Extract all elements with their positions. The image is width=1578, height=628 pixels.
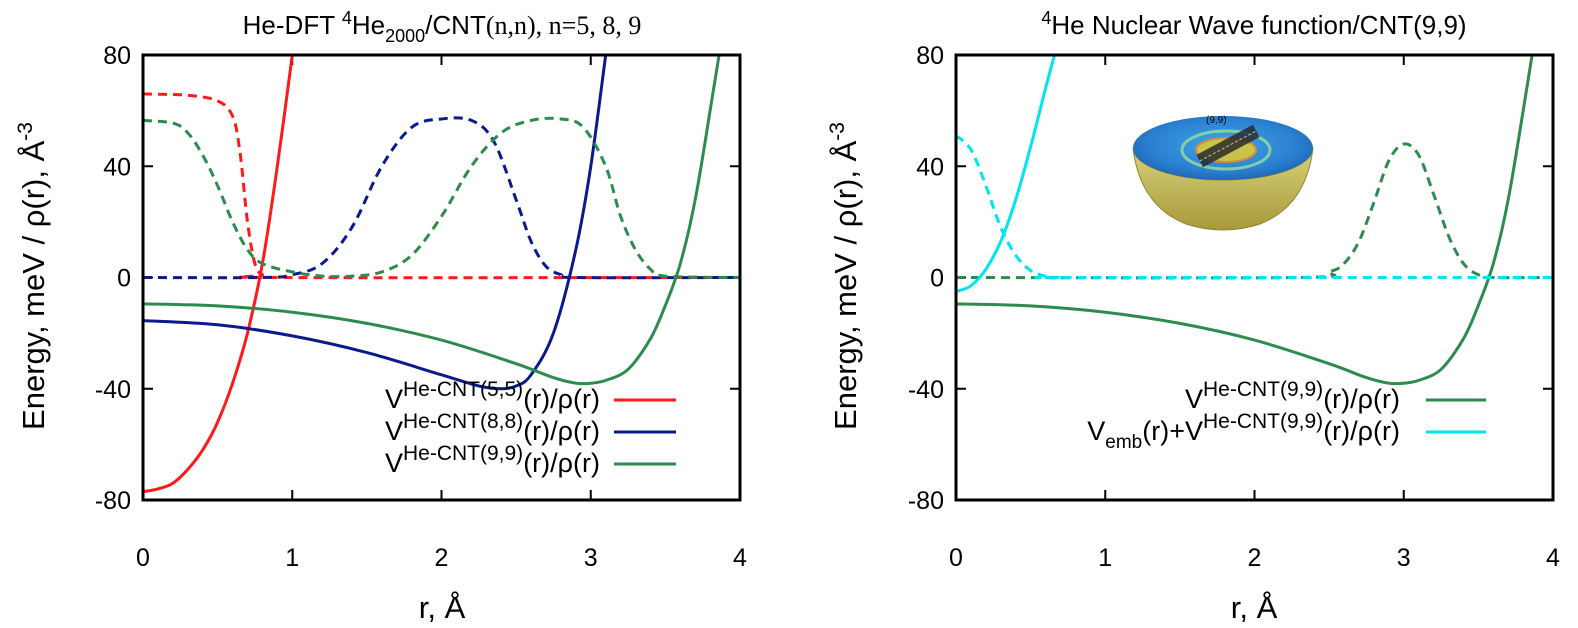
series-green-potential-line xyxy=(956,55,1534,386)
inset-nanotube xyxy=(1196,124,1260,168)
left-plot-frame xyxy=(141,53,742,502)
right-x-tick-labels: 0 1 2 3 4 xyxy=(949,55,1560,572)
right-plot-frame xyxy=(954,53,1555,502)
y-tick-label: -80 xyxy=(908,487,944,515)
legend-entry-label: VHe-CNT(9,9)(r)/ρ(r) xyxy=(1185,378,1400,414)
series-cyan-potential-line xyxy=(956,55,1056,293)
right-chart-panel: 4He Nuclear Wave function/CNT(9,9) Energ… xyxy=(826,8,1560,625)
x-tick-label: 0 xyxy=(949,544,963,572)
y-tick-label: 40 xyxy=(103,153,131,181)
x-tick-label: 3 xyxy=(584,544,598,572)
inset-density-ring xyxy=(1180,129,1272,171)
x-tick-label: 3 xyxy=(1397,544,1411,572)
y-tick-label: 80 xyxy=(103,42,131,70)
right-y-axis-label: Energy, meV / ρ(r), Å-3 xyxy=(826,122,863,430)
x-tick-label: 4 xyxy=(1546,544,1560,572)
series-green-density-line xyxy=(143,116,740,279)
y-tick-label: 0 xyxy=(930,265,944,293)
series-navy-potential-line xyxy=(143,55,608,391)
legend-entry-label: Vemb(r)+VHe-CNT(9,9)(r)/ρ(r) xyxy=(1087,410,1400,453)
x-tick-label: 0 xyxy=(136,544,150,572)
legend-entry-label: VHe-CNT(9,9)(r)/ρ(r) xyxy=(385,442,600,478)
y-tick-label: -40 xyxy=(908,376,944,404)
series-cyan-density-line xyxy=(956,134,1553,280)
right-x-axis-label: r, Å xyxy=(1231,590,1278,625)
y-tick-label: 40 xyxy=(916,153,944,181)
series-green-density-line xyxy=(956,142,1553,280)
x-tick-label: 1 xyxy=(1098,544,1112,572)
y-tick-label: 80 xyxy=(916,42,944,70)
x-tick-label: 2 xyxy=(1248,544,1262,572)
legend-entry-label: VHe-CNT(5,5)(r)/ρ(r) xyxy=(385,378,600,414)
y-tick-label: -40 xyxy=(95,376,131,404)
x-tick-label: 4 xyxy=(733,544,747,572)
left-legend: VHe-CNT(5,5)(r)/ρ(r)VHe-CNT(8,8)(r)/ρ(r)… xyxy=(385,378,676,478)
left-y-axis-label: Energy, meV / ρ(r), Å-3 xyxy=(14,122,51,430)
right-series-lines xyxy=(956,55,1553,386)
series-red-density-line xyxy=(143,92,740,280)
x-tick-label: 2 xyxy=(435,544,449,572)
right-y-tick-labels: 80 40 0 -40 -80 xyxy=(908,42,1553,515)
inset-label: (9,9) xyxy=(1206,115,1227,126)
left-chart-panel: He-DFT 4He2000/CNT(n,n), n=5, 8, 9 Energ… xyxy=(14,8,747,625)
inset-nanotube-lattice xyxy=(1199,130,1257,162)
left-series-lines xyxy=(143,55,740,494)
series-navy-density-line xyxy=(143,116,740,280)
legend-entry-label: VHe-CNT(8,8)(r)/ρ(r) xyxy=(385,410,600,446)
series-red-potential-line xyxy=(143,55,294,494)
right-legend: VHe-CNT(9,9)(r)/ρ(r)Vemb(r)+VHe-CNT(9,9)… xyxy=(1087,378,1486,453)
x-tick-label: 1 xyxy=(285,544,299,572)
inset-hemisphere-image: (9,9) xyxy=(1132,115,1314,231)
left-chart-title: He-DFT 4He2000/CNT(n,n), n=5, 8, 9 xyxy=(243,8,642,46)
y-tick-label: 0 xyxy=(117,265,131,293)
left-x-tick-labels: 0 1 2 3 4 xyxy=(136,55,747,572)
right-chart-title: 4He Nuclear Wave function/CNT(9,9) xyxy=(1041,8,1466,40)
left-x-axis-label: r, Å xyxy=(419,590,466,625)
left-y-tick-labels: 80 40 0 -40 -80 xyxy=(95,42,740,515)
y-tick-label: -80 xyxy=(95,487,131,515)
series-green-potential-line xyxy=(143,55,721,386)
